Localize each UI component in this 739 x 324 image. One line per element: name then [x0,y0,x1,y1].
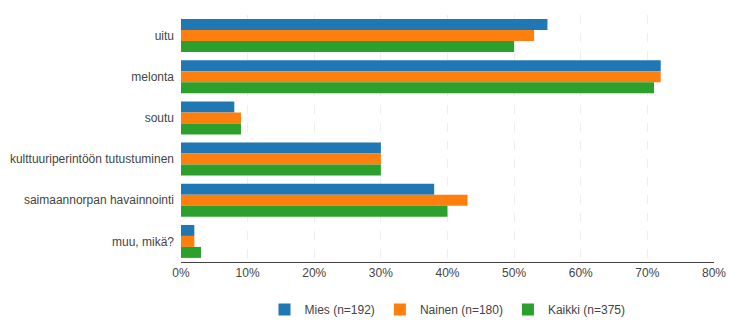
svg-text:soutu: soutu [145,111,174,125]
svg-text:Kaikki (n=375): Kaikki (n=375) [548,303,625,317]
svg-text:50%: 50% [502,266,526,280]
svg-text:Nainen (n=180): Nainen (n=180) [420,303,503,317]
svg-text:kulttuuriperintöön tutustumine: kulttuuriperintöön tutustuminen [10,152,174,166]
svg-text:30%: 30% [369,266,393,280]
svg-text:80%: 80% [702,266,726,280]
svg-text:40%: 40% [435,266,459,280]
svg-text:10%: 10% [236,266,260,280]
svg-text:70%: 70% [635,266,659,280]
svg-text:Mies (n=192): Mies (n=192) [305,303,375,317]
svg-text:uitu: uitu [155,29,174,43]
svg-text:muu, mikä?: muu, mikä? [112,235,174,249]
svg-text:melonta: melonta [131,70,174,84]
svg-text:60%: 60% [569,266,593,280]
svg-text:20%: 20% [302,266,326,280]
svg-text:saimaannorpan havainnointi: saimaannorpan havainnointi [24,193,174,207]
svg-text:0%: 0% [172,266,190,280]
